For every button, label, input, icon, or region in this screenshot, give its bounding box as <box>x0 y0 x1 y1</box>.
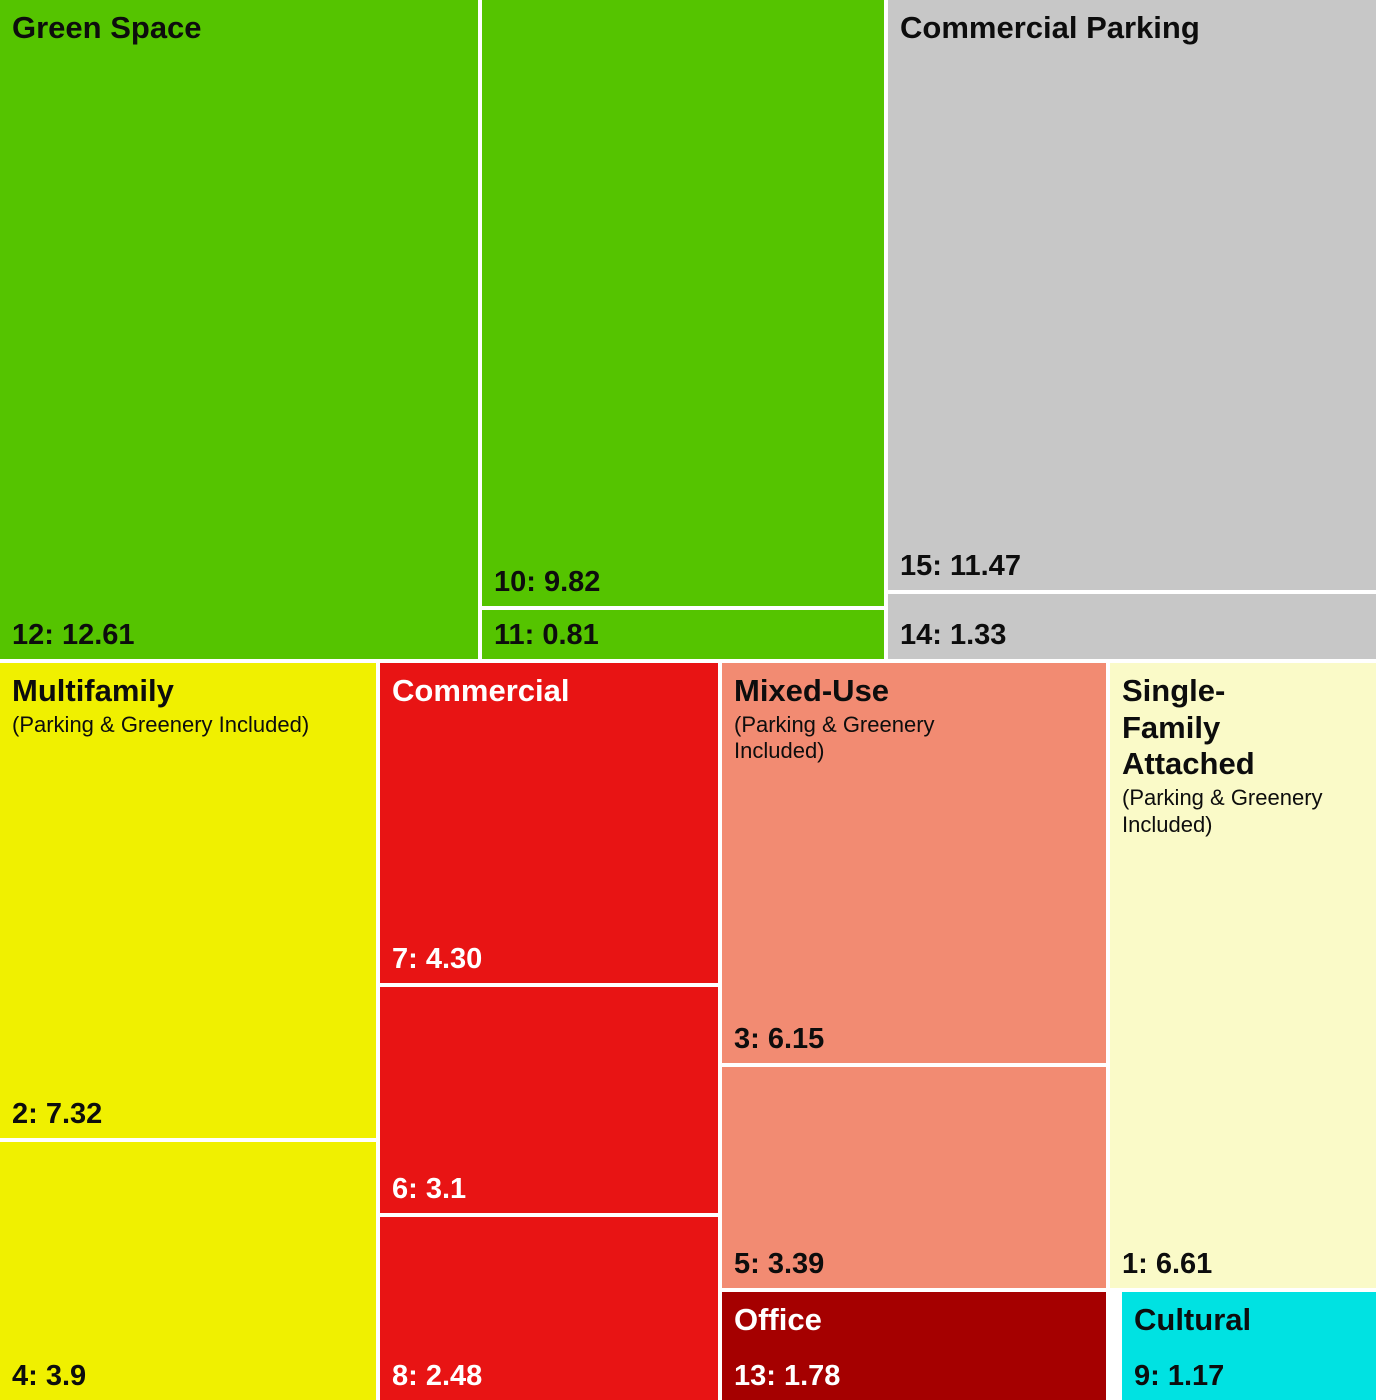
tile-value-4: 4: 3.9 <box>12 1360 87 1392</box>
group-subtitle-multifamily: (Parking & Greenery Included) <box>12 711 310 737</box>
tile-value-8: 8: 2.48 <box>392 1360 483 1392</box>
group-title-commercial: Commercial <box>392 673 570 708</box>
treemap-tile-6: 6: 3.1 <box>380 987 718 1213</box>
group-title-commercial-parking: Commercial Parking <box>900 10 1200 45</box>
tile-value-5: 5: 3.39 <box>734 1248 825 1280</box>
tile-value-9: 9: 1.17 <box>1134 1360 1225 1392</box>
group-title-single-family-attached: Single-Family Attached <box>1122 673 1255 782</box>
treemap-tile-15: Commercial Parking 15: 11.47 <box>888 0 1376 590</box>
treemap-tile-7: Commercial 7: 4.30 <box>380 663 718 983</box>
treemap-tile-13: Office 13: 1.78 <box>722 1292 1106 1400</box>
group-title-cultural: Cultural <box>1134 1302 1252 1337</box>
tile-value-15: 15: 11.47 <box>900 550 1021 582</box>
treemap-tile-4: 4: 3.9 <box>0 1142 376 1400</box>
group-subtitle-single-family-attached: (Parking & Greenery Included) <box>1122 784 1323 837</box>
treemap-tile-8: 8: 2.48 <box>380 1217 718 1400</box>
tile-value-2: 2: 7.32 <box>12 1098 103 1130</box>
group-title-mixed-use: Mixed-Use <box>734 673 890 708</box>
tile-value-3: 3: 6.15 <box>734 1023 825 1055</box>
tile-value-7: 7: 4.30 <box>392 943 483 975</box>
tile-value-11: 11: 0.81 <box>494 619 599 651</box>
treemap-tile-1: Single-Family Attached (Parking & Greene… <box>1110 663 1376 1288</box>
group-subtitle-mixed-use: (Parking & Greenery Included) <box>734 711 935 764</box>
treemap-tile-12: Green Space 12: 12.61 <box>0 0 478 659</box>
tile-value-1: 1: 6.61 <box>1122 1248 1213 1280</box>
tile-value-14: 14: 1.33 <box>900 619 1007 651</box>
treemap-tile-3: Mixed-Use (Parking & Greenery Included) … <box>722 663 1106 1063</box>
tile-value-6: 6: 3.1 <box>392 1173 467 1205</box>
tile-value-13: 13: 1.78 <box>734 1360 841 1392</box>
group-title-office: Office <box>734 1302 822 1337</box>
treemap-tile-11: 11: 0.81 <box>482 610 884 659</box>
treemap-tile-5: 5: 3.39 <box>722 1067 1106 1288</box>
group-title-multifamily: Multifamily <box>12 673 174 708</box>
treemap-tile-14: 14: 1.33 <box>888 594 1376 659</box>
treemap-tile-10: 10: 9.82 <box>482 0 884 606</box>
treemap-tile-2: Multifamily (Parking & Greenery Included… <box>0 663 376 1138</box>
tile-value-10: 10: 9.82 <box>494 566 601 598</box>
tile-value-12: 12: 12.61 <box>12 619 135 651</box>
treemap-tile-9: Cultural 9: 1.17 <box>1122 1292 1376 1400</box>
group-title-green-space: Green Space <box>12 10 202 45</box>
